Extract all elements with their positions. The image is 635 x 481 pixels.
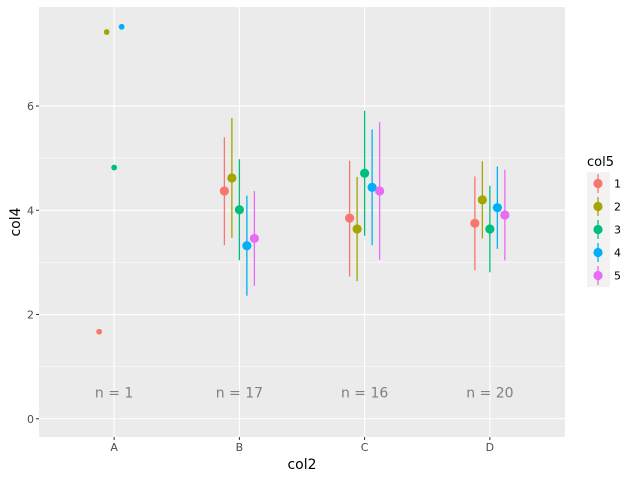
point-mean — [375, 186, 385, 196]
point-mean — [485, 224, 495, 234]
x-tick-label: C — [361, 441, 369, 454]
legend-key-point — [593, 201, 603, 212]
y-tick-label: 6 — [27, 100, 34, 113]
y-tick-label: 4 — [27, 204, 34, 217]
point-single — [103, 29, 110, 35]
point-mean — [367, 182, 377, 192]
count-annotations: n = 1 n = 17 n = 16 n = 20 — [95, 386, 514, 402]
point-mean — [477, 195, 487, 205]
point-mean — [345, 213, 355, 223]
point-mean — [352, 224, 362, 234]
count-annotation: n = 20 — [466, 386, 513, 402]
point-single — [96, 328, 103, 335]
legend: col5 1 2 3 4 5 — [587, 155, 621, 287]
legend-label: 5 — [614, 270, 621, 283]
x-tick-label: B — [236, 441, 244, 454]
point-mean — [492, 203, 502, 213]
legend-key-point — [593, 247, 603, 258]
y-tick-label: 2 — [27, 309, 34, 322]
point-mean — [234, 205, 244, 215]
legend-key-point — [593, 270, 603, 281]
legend-label: 2 — [614, 201, 621, 214]
point-mean — [470, 218, 480, 228]
point-mean — [242, 241, 252, 251]
point-mean — [219, 186, 229, 196]
legend-label: 4 — [614, 247, 621, 260]
y-axis-ticks: 0 2 4 6 — [27, 100, 39, 426]
point-single — [118, 23, 125, 30]
x-axis-ticks: A B C D — [110, 437, 494, 454]
y-axis-title: col4 — [8, 207, 24, 236]
data-marks — [96, 23, 510, 335]
legend-key-point — [593, 224, 603, 235]
count-annotation: n = 1 — [95, 386, 133, 402]
count-annotation: n = 16 — [341, 386, 388, 402]
point-mean — [227, 173, 237, 183]
legend-key-point — [593, 178, 603, 189]
x-tick-label: D — [486, 441, 494, 454]
point-mean — [500, 210, 510, 220]
legend-label: 3 — [614, 224, 621, 237]
count-annotation: n = 17 — [216, 386, 263, 402]
point-mean — [249, 233, 259, 244]
legend-label: 1 — [614, 178, 621, 191]
x-tick-label: A — [110, 441, 118, 454]
x-axis-title: col2 — [287, 457, 316, 473]
point-single — [111, 164, 118, 171]
y-tick-label: 0 — [27, 413, 34, 426]
legend-title: col5 — [587, 155, 614, 170]
point-mean — [360, 168, 370, 178]
legend-keys: 1 2 3 4 5 — [587, 172, 621, 287]
panel-background — [39, 7, 565, 437]
grid-minor — [39, 157, 565, 367]
